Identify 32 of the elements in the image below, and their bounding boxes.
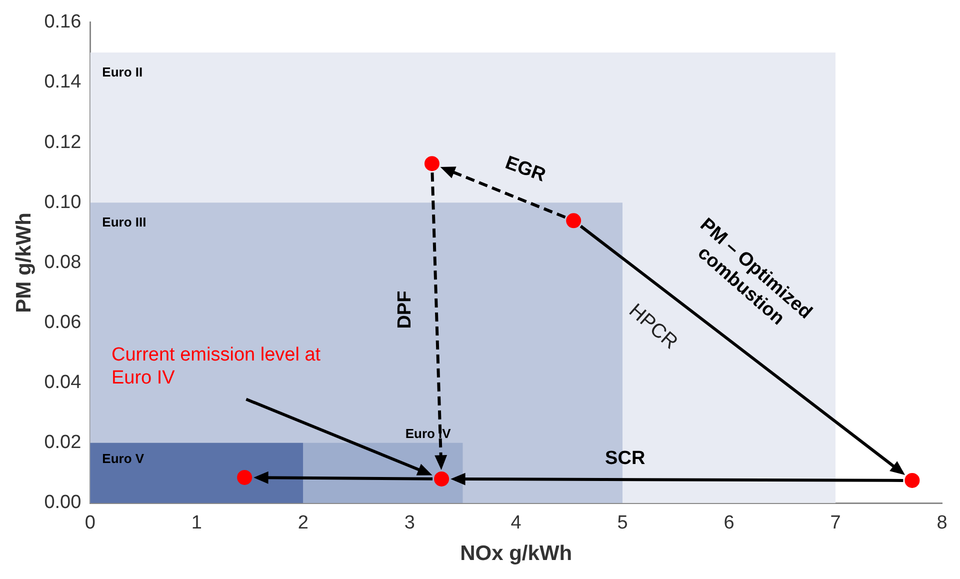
y-tick-label: 0.02 [44,432,82,454]
point [424,156,440,172]
point [237,470,252,485]
annotation: SCR [605,448,646,470]
x-tick-label: 6 [724,512,734,534]
series-label: Euro V [102,451,144,466]
x-tick-label: 5 [617,512,628,534]
x-tick-label: 0 [84,512,96,534]
annotation: EGR [502,152,549,186]
x-tick-label: 8 [936,512,948,534]
point [566,213,582,228]
x-tick-label: 2 [298,512,308,534]
y-tick-label: 0.12 [44,132,82,153]
x-tick-label: 1 [191,512,202,534]
annotation: DPF [394,290,416,329]
annotation: Current emission level at Euro IV [111,344,322,388]
y-tick-label: 0.08 [44,252,82,273]
y-tick-label: 0.14 [44,72,82,93]
y-tick-label: 0.10 [44,192,82,213]
y-axis-title: PM g/kWh [12,212,36,313]
y-tick-label: 0.16 [44,12,82,33]
x-tick-label: 7 [830,512,841,534]
point [904,472,920,488]
y-tick-label: 0.04 [44,372,82,394]
y-tick-label: 0.06 [44,312,82,334]
x-tick-label: 4 [510,512,522,534]
series-label: Euro III [102,214,146,230]
y-tick-label: 0.00 [44,492,82,514]
series-label: Euro II [102,64,143,80]
x-tick-label: 3 [404,512,415,534]
point [434,471,450,486]
x-axis-title: NOx g/kWh [460,542,572,566]
